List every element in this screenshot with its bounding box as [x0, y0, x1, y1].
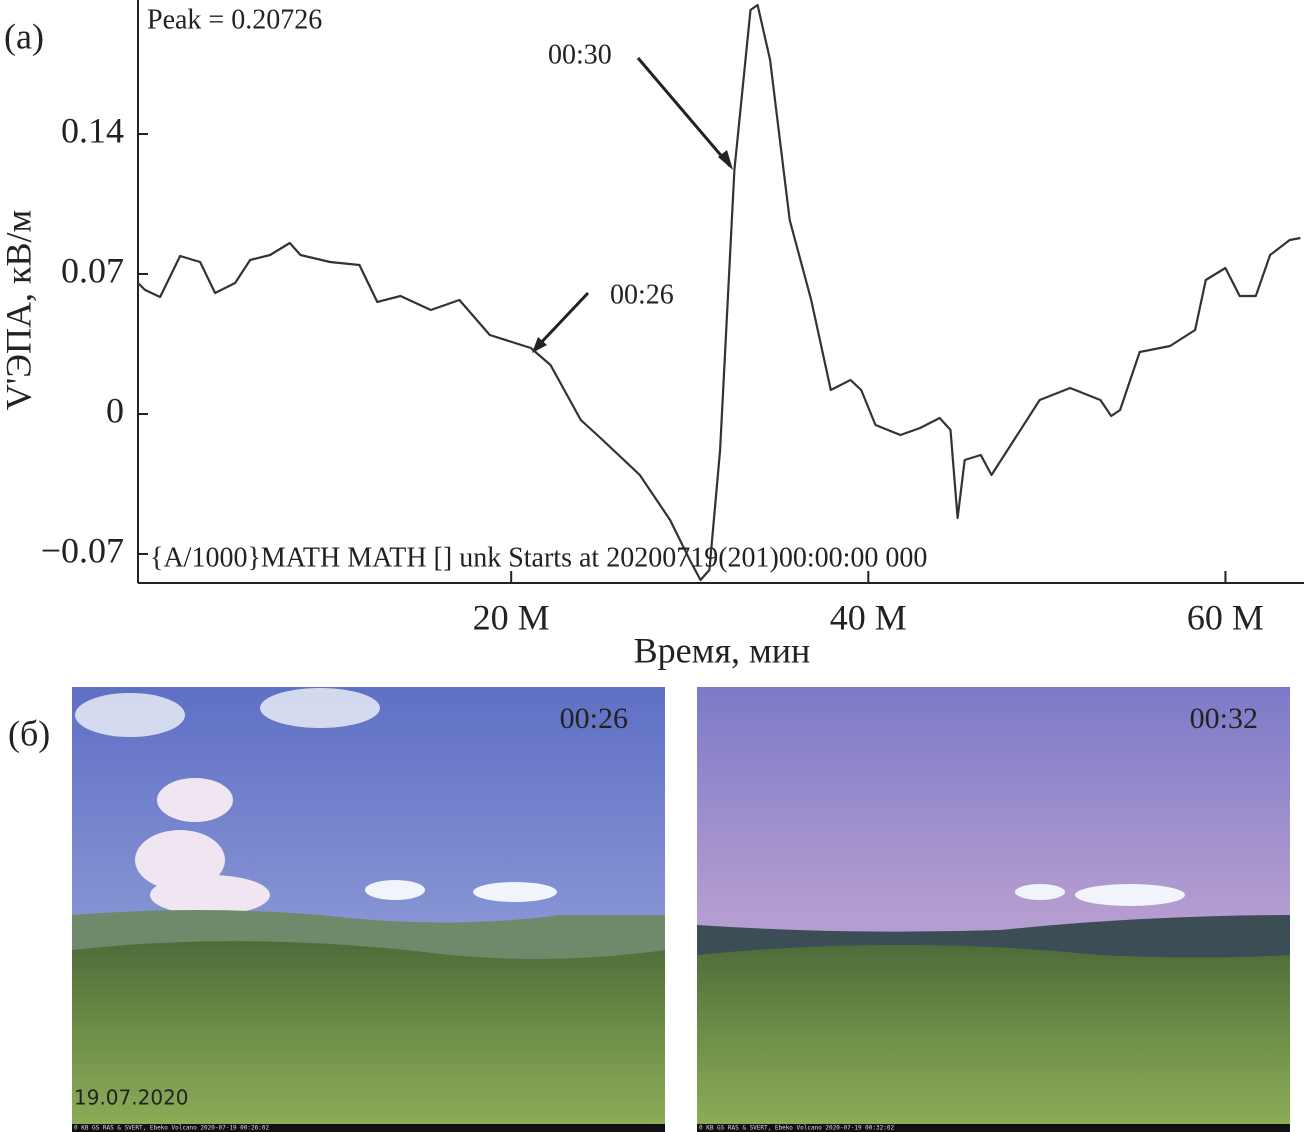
cloud: [260, 688, 380, 728]
photo-footer: 0 KB GS RAS & SVERT, Ebeko Volcano 2020-…: [74, 1125, 269, 1132]
cloud: [1015, 884, 1065, 900]
panel-label: (а): [4, 16, 44, 56]
footer-bar: [697, 1124, 1290, 1132]
annotation: 00:26: [610, 279, 674, 310]
annotation-arrow: [534, 291, 590, 350]
cloud: [473, 882, 557, 902]
y-tick-label: −0.07: [41, 530, 124, 570]
plume: [157, 778, 233, 822]
y-tick-label: 0.07: [61, 250, 124, 290]
y-tick-label: 0: [106, 390, 124, 430]
footer-bar: [72, 1124, 665, 1132]
panel-label: (б): [8, 713, 50, 753]
cloud: [365, 880, 425, 900]
photo-footer: 0 KB GS RAS & SVERT, Ebeko Volcano 2020-…: [699, 1125, 894, 1132]
photo-date: 19.07.2020: [74, 1086, 189, 1110]
start-note: {A/1000}MATH MATH [] unk Starts at 20200…: [150, 542, 927, 573]
grass: [72, 941, 665, 1132]
arrow-head: [532, 337, 547, 353]
photo-time: 00:32: [1190, 702, 1258, 735]
annotation-arrow: [636, 57, 732, 167]
plume: [135, 830, 225, 890]
x-tick-label: 60 M: [1187, 597, 1264, 637]
x-tick-label: 40 M: [830, 597, 907, 637]
plume: [150, 875, 270, 915]
photo-time: 00:26: [560, 702, 628, 735]
photo: 00:26 19.07.2020 0 KB GS RAS & SVERT, Eb…: [72, 687, 665, 1132]
peak-note: Peak = 0.20726: [147, 4, 322, 35]
x-axis-label: Время, мин: [634, 630, 811, 670]
photo: 00:32 0 KB GS RAS & SVERT, Ebeko Volcano…: [697, 687, 1290, 1132]
arrow-head: [718, 150, 733, 170]
cloud: [75, 693, 185, 737]
x-tick-label: 20 M: [473, 597, 550, 637]
y-tick-label: 0.14: [61, 110, 124, 150]
y-axis-label: V'ЭПА, кВ/м: [0, 210, 38, 411]
annotation: 00:30: [548, 39, 612, 70]
cloud: [1075, 884, 1185, 906]
data-line: [137, 3, 1301, 582]
grass: [697, 945, 1290, 1132]
